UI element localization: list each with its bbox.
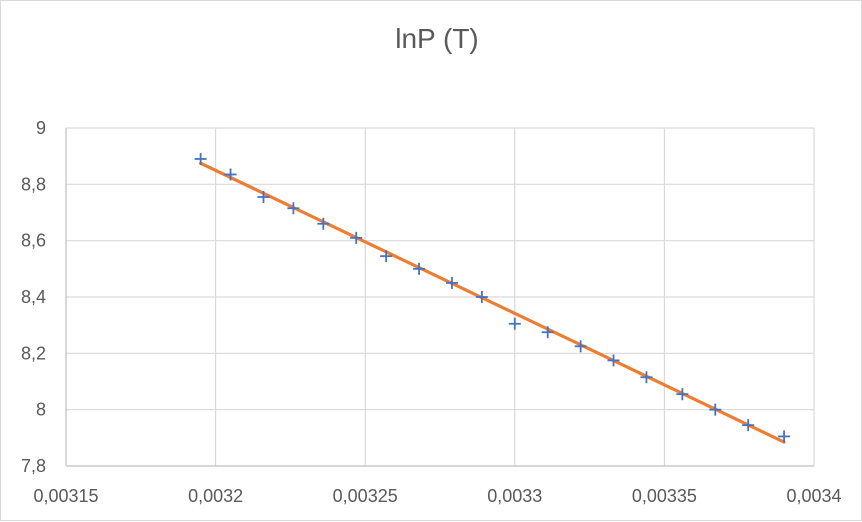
data-point: [287, 202, 300, 215]
data-point: [194, 152, 207, 165]
axes: [65, 128, 814, 467]
x-tick-label: 0,0034: [786, 486, 841, 506]
data-point: [224, 168, 237, 181]
data-point: [742, 419, 755, 432]
data-point: [607, 354, 620, 367]
data-point: [257, 191, 270, 204]
y-axis-tick-labels: 7,8 8 8,2 8,4 8,6 8,8 9: [21, 118, 46, 476]
data-point: [574, 340, 587, 353]
y-tick-label: 8,2: [21, 343, 46, 363]
x-tick-label: 0,0032: [188, 486, 243, 506]
data-point: [380, 250, 393, 263]
trendline-layer: [199, 161, 786, 444]
data-point: [676, 388, 689, 401]
x-tick-label: 0,00315: [33, 486, 98, 506]
data-point: [508, 317, 521, 330]
data-point: [350, 231, 363, 244]
data-point: [413, 262, 426, 275]
data-point: [317, 217, 330, 230]
data-point: [445, 276, 458, 289]
trendline: [199, 161, 786, 444]
x-tick-label: 0,00325: [333, 486, 398, 506]
data-point: [640, 371, 653, 384]
grid-lines: [66, 127, 815, 466]
y-tick-label: 8,8: [21, 174, 46, 194]
data-point: [541, 326, 554, 339]
y-tick-label: 8,4: [21, 287, 46, 307]
x-axis-tick-labels: 0,00315 0,0032 0,00325 0,0033 0,00335 0,0034: [33, 486, 841, 506]
data-point: [475, 291, 488, 303]
y-tick-label: 9: [36, 118, 46, 138]
y-tick-label: 8: [36, 400, 46, 420]
data-points: [194, 152, 791, 443]
y-tick-label: 8,6: [21, 231, 46, 251]
chart-title: lnP (T): [395, 23, 479, 54]
y-tick-label: 7,8: [21, 456, 46, 476]
data-point: [709, 403, 722, 416]
x-tick-label: 0,0033: [487, 486, 542, 506]
data-point: [778, 430, 791, 443]
x-tick-label: 0,00335: [632, 486, 697, 506]
